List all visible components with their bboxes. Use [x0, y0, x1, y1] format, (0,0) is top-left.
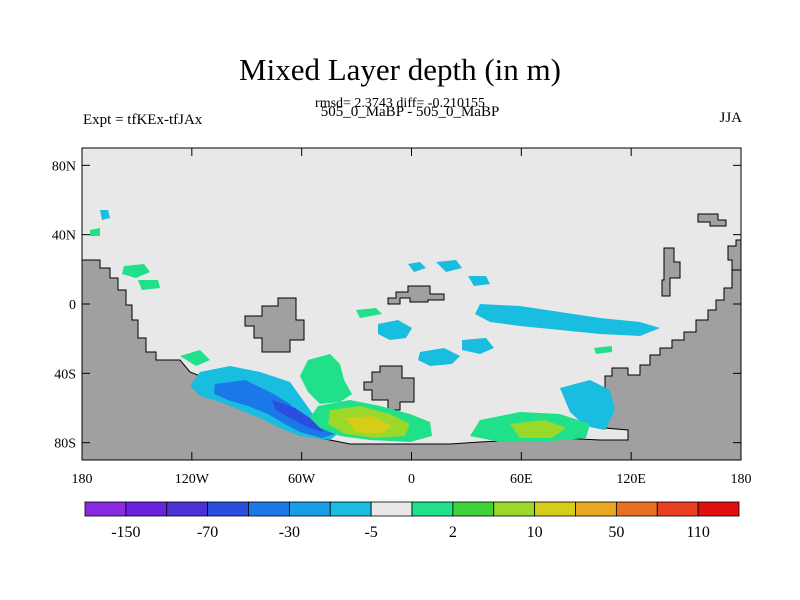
axis-ticks: 180 120W 60W 0 60E 120E 180 80N 40N 0 40S 80S	[52, 148, 752, 487]
colorbar-swatch	[575, 501, 617, 517]
x-tick-label: 180	[731, 472, 752, 487]
x-tick-label: 180	[72, 472, 93, 487]
anomaly-patch-pos-east-2	[510, 420, 566, 438]
anomaly-patch-atlantic-1	[378, 320, 412, 340]
y-tick-label: 40S	[54, 367, 76, 382]
y-tick-label: 40N	[52, 229, 76, 244]
colorbar-label: -5	[364, 524, 377, 541]
colorbar-swatch	[656, 501, 699, 517]
land-east-island	[661, 247, 681, 297]
anomaly-patch-north-4	[100, 210, 110, 220]
colorbar-swatch	[452, 501, 495, 517]
colorbar-label: -70	[197, 524, 218, 541]
chart-title: Mixed Layer depth (in m)	[239, 52, 561, 87]
anomaly-patch-north-3	[468, 276, 490, 286]
colorbar-label: 2	[449, 524, 457, 541]
colorbar-swatch	[125, 501, 168, 517]
rmsd-label: rmsd= 2.3743 diff= -0.210155	[315, 96, 485, 111]
anomaly-patch-pos-north-1	[122, 264, 150, 278]
colorbar-label: 10	[527, 524, 543, 541]
land-north-cluster	[387, 285, 445, 305]
land-northeast-island	[697, 213, 727, 227]
x-tick-label: 120E	[616, 472, 646, 487]
anomaly-patch-pos-north-4	[90, 228, 100, 236]
colorbar-swatch	[534, 501, 576, 517]
colorbar-label: 110	[686, 524, 709, 541]
anomaly-patch-atlantic-2	[418, 348, 460, 366]
anomaly-patch-indian-2	[560, 380, 615, 430]
colorbar-swatch	[207, 501, 249, 517]
colorbar-swatch	[329, 501, 372, 517]
anomaly-patch-north-2	[436, 260, 462, 272]
colorbar-swatch	[697, 501, 740, 517]
anomaly-patch-pos-east-small	[594, 346, 612, 354]
y-tick-label: 80S	[54, 437, 76, 452]
anomaly-patch-pos-green-1	[300, 354, 352, 404]
anomaly-patch-pos-north-3	[356, 308, 382, 318]
anomaly-patch-north-1	[408, 262, 426, 272]
colorbar-swatch	[370, 501, 413, 517]
colorbar-swatch	[166, 501, 209, 517]
land-africa-west	[244, 297, 305, 353]
experiment-left-label: Expt = tfKEx-tfJAx	[83, 112, 203, 128]
land-east-coast	[727, 239, 741, 271]
colorbar-swatch	[615, 501, 658, 517]
land-small-atlantic	[363, 365, 415, 411]
colorbar-label: -150	[111, 524, 140, 541]
colorbar-swatch	[248, 501, 290, 517]
anomaly-patch-pos-yellow-2	[345, 416, 392, 434]
experiment-center-label: 505_0_MaBP - 505_0_MaBP	[320, 104, 500, 120]
anomaly-patch-pos-north-2	[138, 280, 160, 290]
anomaly-patch-indian-1	[462, 338, 494, 354]
y-tick-label: 80N	[52, 159, 76, 174]
season-label: JJA	[719, 110, 742, 126]
colorbar-swatch	[493, 501, 536, 517]
anomaly-patch-pos-sp	[180, 350, 210, 366]
colorbar-label: -30	[279, 524, 300, 541]
x-tick-label: 60E	[510, 472, 533, 487]
x-tick-label: 120W	[175, 472, 210, 487]
colorbar-swatch	[411, 501, 454, 517]
anomaly-patch-mid-pacific	[475, 304, 660, 336]
anomaly-patch-deep-neg-3	[272, 400, 325, 432]
x-tick-label: 0	[408, 472, 415, 487]
colorbar-label: 50	[608, 524, 624, 541]
x-tick-label: 60W	[288, 472, 316, 487]
colorbar-swatch	[84, 501, 127, 517]
colorbar-swatch	[288, 501, 331, 517]
y-tick-label: 0	[69, 298, 76, 313]
